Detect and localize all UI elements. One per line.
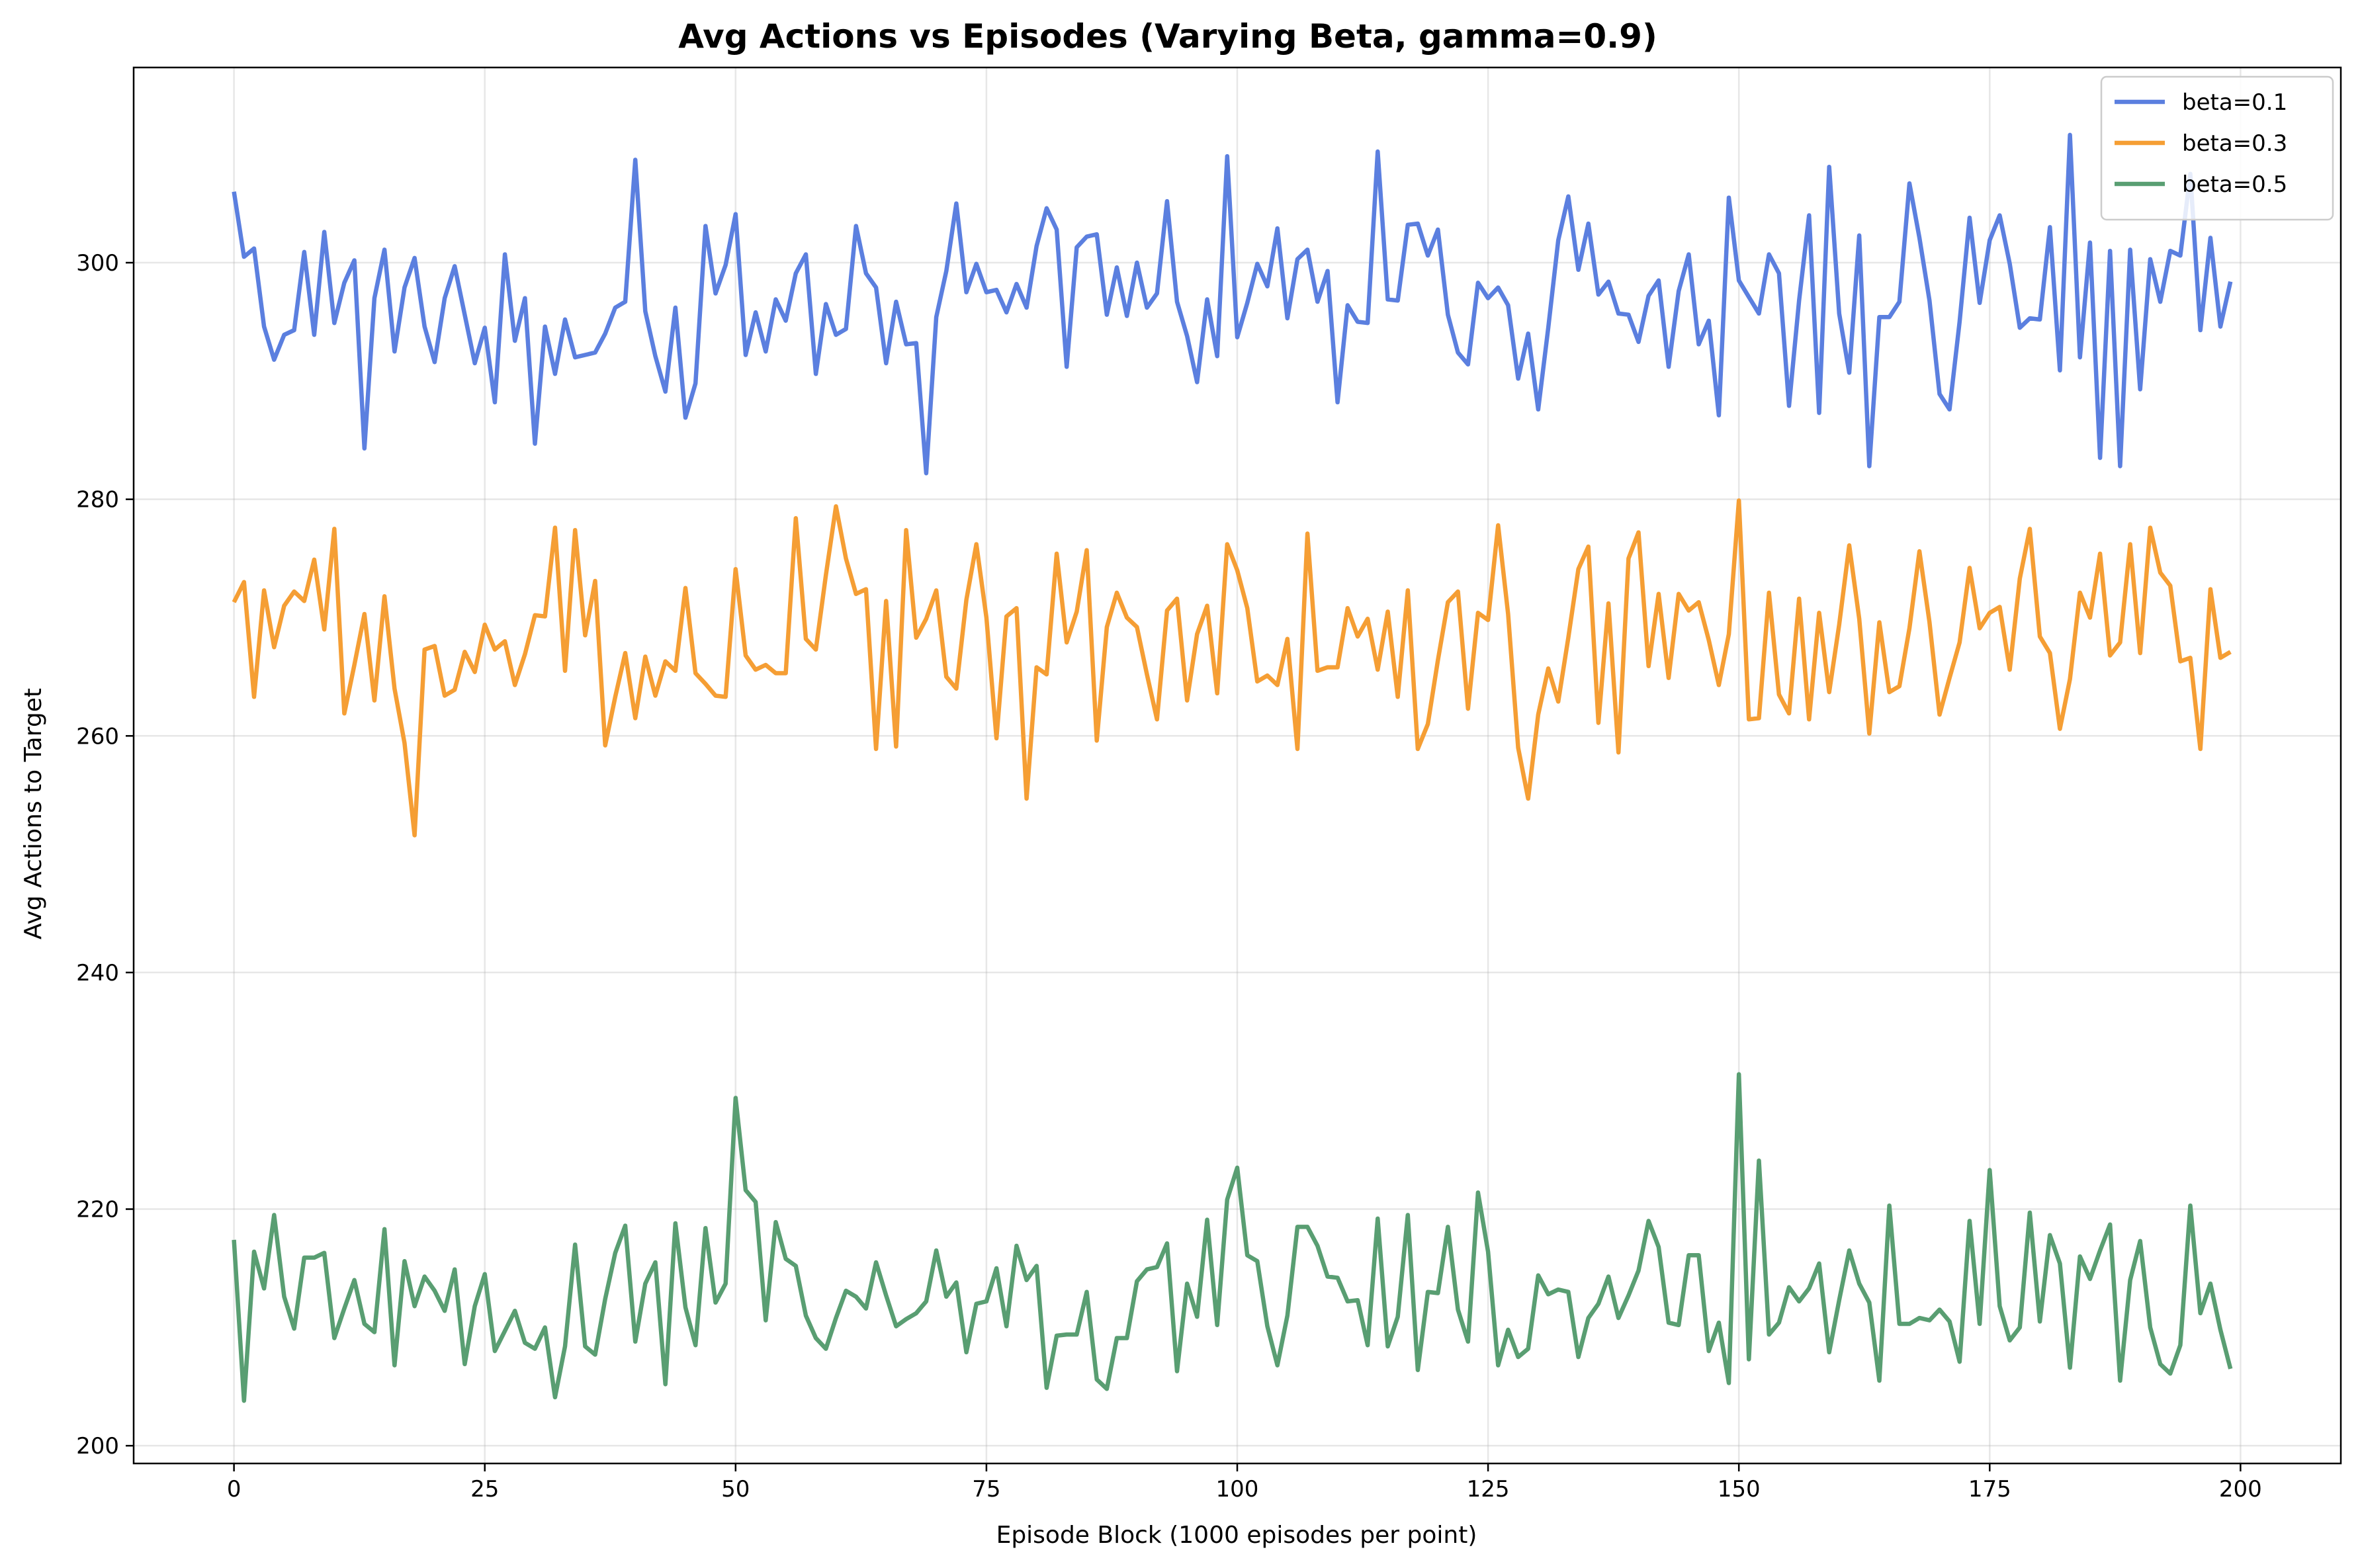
plot-area-frame <box>132 66 2342 1465</box>
x-tick-label: 0 <box>227 1476 241 1503</box>
axis-ticks: 0 25 50 75 100 125 150 175 200 200 220 240 260 280 300 <box>76 250 2262 1503</box>
x-tick-label: 200 <box>2219 1476 2262 1503</box>
y-tick-label: 280 <box>76 487 119 513</box>
x-tick-label: 150 <box>1718 1476 1761 1503</box>
chart-title: Avg Actions vs Episodes (Varying Beta, g… <box>678 17 1657 56</box>
y-tick-label: 200 <box>76 1433 119 1459</box>
legend: beta=0.1 beta=0.3 beta=0.5 <box>2100 75 2334 221</box>
series-line-3 <box>232 1072 2233 1403</box>
y-tick-label: 260 <box>76 723 119 750</box>
y-tick-label: 240 <box>76 960 119 986</box>
legend-entry-label: beta=0.5 <box>2182 171 2287 198</box>
y-tick-label: 300 <box>76 250 119 277</box>
y-axis-label: Avg Actions to Target <box>20 688 47 939</box>
y-tick-label: 220 <box>76 1197 119 1223</box>
series-line-2 <box>232 498 2232 838</box>
x-tick-label: 125 <box>1467 1476 1510 1503</box>
x-tick-label: 75 <box>972 1476 1000 1503</box>
x-tick-label: 175 <box>1968 1476 2011 1503</box>
legend-entry-label: beta=0.1 <box>2182 89 2287 116</box>
legend-entry-label: beta=0.3 <box>2182 130 2287 157</box>
series-line-1 <box>232 132 2233 476</box>
x-tick-label: 25 <box>470 1476 499 1503</box>
x-tick-label: 100 <box>1216 1476 1259 1503</box>
x-axis-label: Episode Block (1000 episodes per point) <box>996 1522 1477 1549</box>
series-lines <box>232 132 2233 1403</box>
x-tick-label: 50 <box>721 1476 750 1503</box>
